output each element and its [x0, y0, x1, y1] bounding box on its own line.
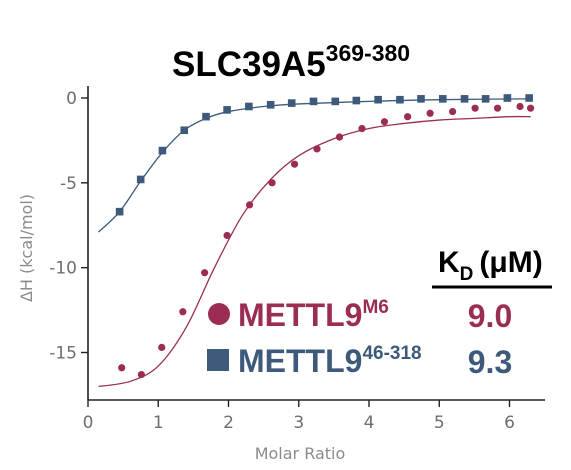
y-tick-label: -5: [60, 174, 77, 194]
x-tick-label: 0: [83, 413, 94, 433]
x-ticks: 0 1 2 3 4 5 6: [83, 400, 515, 433]
data-point-square: [460, 95, 469, 103]
kd-header-unit: (μM): [479, 246, 542, 279]
legend-label-superscript: 46-318: [362, 343, 421, 364]
data-point-square: [266, 100, 275, 109]
data-point-circle: [448, 107, 457, 116]
legend-label-main: METTL9: [238, 343, 362, 379]
legend-item-mettl9-m6: METTL9M6 9.0: [208, 297, 512, 334]
data-point-square: [481, 95, 490, 103]
chart-title-main: SLC39A5: [172, 45, 326, 84]
y-axis-label: ΔH (kcal/mol): [17, 194, 36, 302]
data-point-square: [417, 95, 425, 103]
data-point-circle: [118, 364, 126, 372]
data-point-circle: [201, 269, 209, 277]
data-point-circle: [245, 201, 254, 209]
data-point-circle: [380, 118, 389, 126]
chart-title-superscript: 369-380: [326, 40, 410, 66]
data-point-square: [525, 94, 533, 102]
data-point-square: [202, 112, 210, 121]
data-point-square: [158, 146, 167, 155]
chart-title: SLC39A5369-380: [172, 40, 410, 84]
x-tick-label: 3: [293, 413, 304, 433]
data-point-square: [331, 97, 340, 106]
axes: 0 1 2 3 4 5 6 0 -5 -10 -15: [49, 86, 545, 433]
data-point-circle: [223, 231, 231, 240]
x-tick-label: 6: [504, 413, 515, 433]
data-point-circle: [358, 124, 366, 133]
data-point-square: [438, 95, 447, 103]
data-point-square: [396, 95, 404, 104]
legend-square-marker: [207, 349, 229, 371]
y-tick-label: -15: [49, 344, 77, 364]
legend-label: METTL946-318: [238, 343, 422, 379]
data-point-circle: [404, 113, 412, 121]
data-point-circle: [137, 370, 145, 379]
fit-curve-0: [98, 115, 531, 388]
kd-header-main: K: [438, 246, 460, 279]
data-point-circle: [516, 102, 524, 111]
kd-header-subscript: D: [460, 264, 474, 285]
x-tick-label: 2: [223, 413, 234, 433]
legend-label: METTL9M6: [238, 297, 389, 333]
data-point-circle: [313, 145, 321, 153]
data-point-circle: [268, 179, 276, 187]
x-tick-label: 4: [364, 413, 375, 433]
data-point-square: [136, 175, 145, 184]
data-point-circle: [335, 133, 344, 141]
data-point-circle: [290, 160, 299, 168]
data-point-circle: [471, 104, 479, 112]
legend-label-superscript: M6: [362, 297, 388, 318]
data-point-square: [115, 207, 124, 216]
y-tick-label: 0: [66, 89, 77, 109]
kd-value: 9.3: [468, 344, 512, 380]
x-tick-label: 1: [153, 413, 164, 433]
y-ticks: 0 -5 -10 -15: [49, 89, 88, 364]
legend-label-main: METTL9: [238, 297, 362, 333]
data-point-square: [374, 95, 382, 104]
data-point-square: [352, 96, 361, 105]
kd-header: KD (μM): [438, 246, 543, 285]
data-points: [115, 94, 535, 379]
x-axis-label: Molar Ratio: [255, 444, 346, 463]
data-point-square: [287, 99, 296, 107]
kd-value: 9.0: [468, 298, 512, 334]
legend-item-mettl9-46-318: METTL946-318 9.3: [207, 343, 512, 380]
data-point-circle: [158, 343, 166, 352]
y-tick-label: -10: [49, 259, 77, 279]
x-tick-label: 5: [434, 413, 445, 433]
legend-circle-marker: [208, 303, 230, 325]
data-point-circle: [179, 308, 187, 316]
data-point-square: [503, 94, 512, 102]
data-point-square: [309, 97, 318, 106]
data-point-square: [245, 102, 253, 111]
data-point-circle: [526, 104, 535, 112]
data-point-circle: [426, 109, 434, 117]
data-point-circle: [493, 104, 502, 112]
data-point-square: [180, 126, 189, 135]
data-point-square: [223, 106, 231, 114]
